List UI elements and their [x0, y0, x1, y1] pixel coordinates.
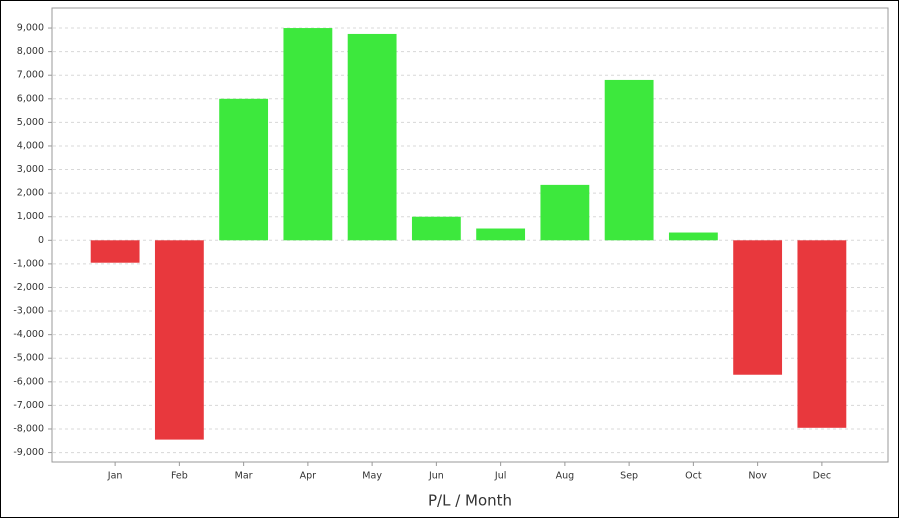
bar: [604, 79, 654, 241]
x-tick-label: May: [362, 471, 382, 482]
y-tick-label: -5,000: [13, 353, 44, 364]
x-tick-label: Sep: [620, 471, 638, 482]
y-tick-label: -8,000: [13, 423, 44, 434]
x-tick-label: Dec: [813, 471, 831, 482]
y-tick-label: 9,000: [17, 23, 44, 34]
y-tick-label: -1,000: [13, 258, 44, 269]
y-tick-label: 7,000: [17, 70, 44, 81]
bar: [154, 240, 204, 440]
y-tick-label: -2,000: [13, 282, 44, 293]
y-tick-label: 0: [38, 235, 44, 246]
y-tick-label: 1,000: [17, 211, 44, 222]
x-tick-label: Apr: [300, 471, 317, 482]
bar: [219, 98, 269, 241]
y-tick-label: -6,000: [13, 376, 44, 387]
y-tick-label: 8,000: [17, 46, 44, 57]
y-tick-label: 2,000: [17, 188, 44, 199]
x-tick-label: Mar: [235, 471, 253, 482]
y-tick-label: 3,000: [17, 164, 44, 175]
bar: [668, 232, 718, 241]
x-tick-label: Jun: [428, 471, 444, 482]
y-tick-label: -7,000: [13, 400, 44, 411]
bar: [283, 28, 333, 241]
y-tick-label: -3,000: [13, 306, 44, 317]
x-tick-label: Feb: [171, 471, 188, 482]
x-tick-label: Oct: [685, 471, 702, 482]
bar: [411, 216, 461, 241]
bar: [90, 240, 140, 263]
bar: [733, 240, 783, 375]
y-tick-label: 6,000: [17, 93, 44, 104]
bar: [797, 240, 847, 428]
y-tick-label: -9,000: [13, 447, 44, 458]
x-axis-title: P/L / Month: [428, 492, 512, 510]
y-tick-label: 5,000: [17, 117, 44, 128]
bar: [347, 33, 397, 241]
bar: [476, 228, 526, 241]
x-tick-label: Jan: [107, 471, 123, 482]
y-tick-label: 4,000: [17, 140, 44, 151]
bar: [540, 184, 590, 241]
x-tick-label: Nov: [748, 471, 767, 482]
x-tick-label: Jul: [494, 471, 506, 482]
y-tick-label: -4,000: [13, 329, 44, 340]
x-tick-label: Aug: [556, 471, 575, 482]
